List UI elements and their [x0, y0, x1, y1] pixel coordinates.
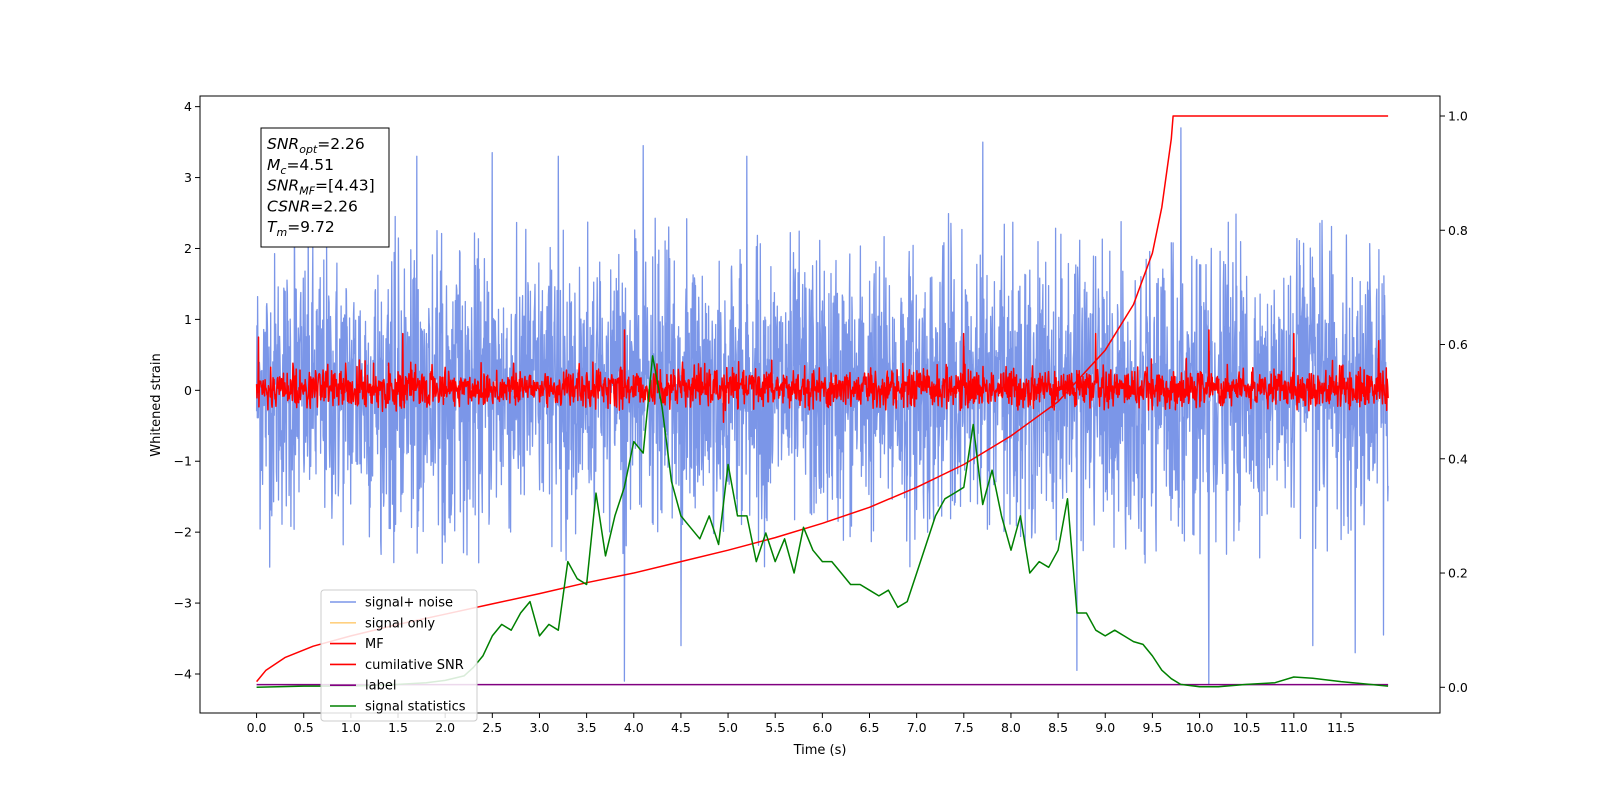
y-left-tick-label: 3 [184, 170, 192, 185]
x-tick-label: 0.5 [294, 720, 314, 735]
y-right-tick-label: 0.0 [1448, 680, 1468, 695]
x-tick-label: 5.5 [765, 720, 785, 735]
x-tick-label: 9.5 [1142, 720, 1162, 735]
legend-label: signal statistics [365, 700, 466, 715]
y-left-tick-label: −1 [174, 454, 192, 469]
legend-label: signal+ noise [365, 596, 453, 611]
x-tick-label: 10.0 [1186, 720, 1214, 735]
x-axis: 0.0 0.5 1.0 1.5 2.0 2.5 3.0 3.5 4.0 4.5 5.0 5.5 6.0 6… [247, 713, 1355, 735]
y-left-tick-label: −4 [174, 666, 192, 681]
x-tick-label: 7.0 [907, 720, 927, 735]
x-tick-label: 8.0 [1001, 720, 1021, 735]
x-tick-label: 9.0 [1095, 720, 1115, 735]
x-tick-label: 5.0 [718, 720, 738, 735]
legend-label: label [365, 679, 396, 694]
x-tick-label: 8.5 [1048, 720, 1068, 735]
y-left-tick-label: −3 [174, 596, 192, 611]
y-right-tick-label: 0.8 [1448, 223, 1468, 238]
y-axis-right: 0.0 0.2 0.4 0.6 0.8 1.0 [1440, 108, 1468, 695]
legend-label: MF [365, 637, 384, 652]
y-right-tick-label: 0.2 [1448, 566, 1468, 581]
x-tick-label: 10.5 [1233, 720, 1261, 735]
legend-label: signal only [365, 616, 435, 631]
y-left-tick-label: 2 [184, 241, 192, 256]
annotation-line: SNRMF=[4.43] [267, 177, 375, 198]
annotation-frame [260, 127, 390, 248]
x-tick-label: 3.0 [530, 720, 550, 735]
y-left-tick-label: 4 [184, 99, 192, 114]
annotation-line: CSNR=2.26 [267, 197, 358, 215]
y-right-tick-label: 0.4 [1448, 451, 1468, 466]
x-tick-label: 3.5 [577, 720, 597, 735]
legend-frame [320, 589, 478, 722]
x-tick-label: 2.5 [482, 720, 502, 735]
x-tick-label: 2.0 [435, 720, 455, 735]
annotation-line: SNRopt=2.26 [267, 135, 365, 156]
series-line-signal-noise [255, 127, 1389, 686]
x-tick-label: 11.5 [1327, 720, 1355, 735]
x-tick-label: 6.5 [860, 720, 880, 735]
legend-label: cumilative SNR [365, 658, 464, 673]
y-axis-label: Whitened strain [149, 353, 164, 456]
x-axis-label: Time (s) [793, 743, 847, 758]
y-right-tick-label: 0.6 [1448, 337, 1468, 352]
annotation-line: Mc=4.51 [267, 156, 334, 177]
y-left-tick-label: −2 [174, 525, 192, 540]
series-line-mf [255, 329, 1389, 423]
series-line-signal-statistics [256, 355, 1389, 689]
plot-frame [199, 95, 1441, 714]
annotation-line: Tm=9.72 [267, 218, 335, 239]
x-tick-label: 7.5 [954, 720, 974, 735]
x-tick-label: 4.5 [671, 720, 691, 735]
x-tick-label: 11.0 [1280, 720, 1308, 735]
y-left-tick-label: 1 [184, 312, 192, 327]
y-left-tick-label: 0 [184, 383, 192, 398]
x-tick-label: 1.5 [388, 720, 408, 735]
x-tick-label: 0.0 [247, 720, 267, 735]
x-tick-label: 6.0 [812, 720, 832, 735]
x-tick-label: 4.0 [624, 720, 644, 735]
legend: signal+ noise signal only MF cumilative SNR… [320, 589, 478, 722]
y-axis-left: −4 −3 −2 −1 0 1 2 3 4 [174, 99, 200, 681]
y-right-tick-label: 1.0 [1448, 108, 1468, 123]
x-tick-label: 1.0 [341, 720, 361, 735]
